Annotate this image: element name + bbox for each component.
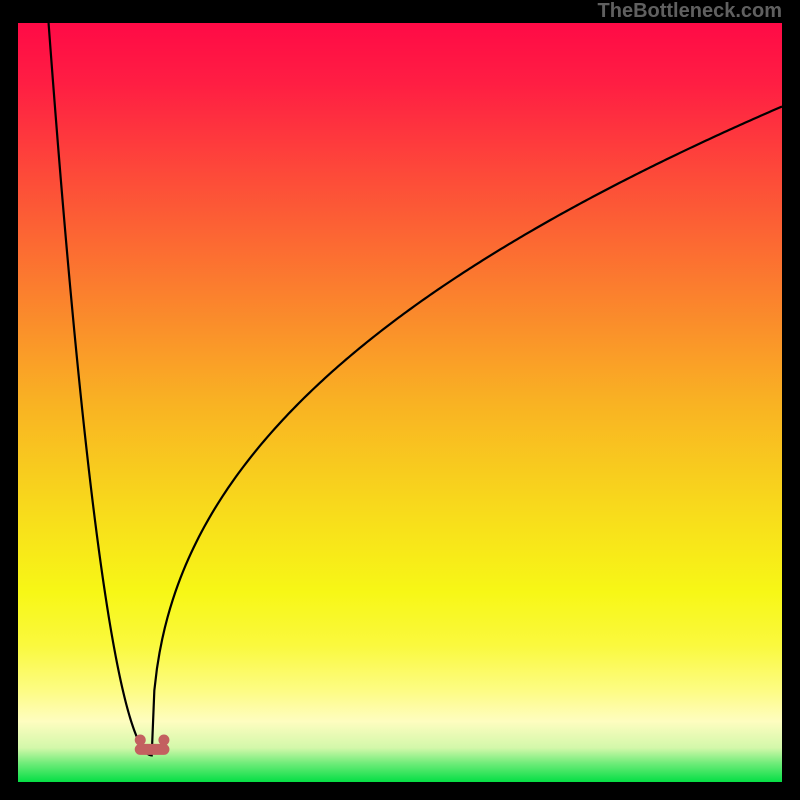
chart-container: TheBottleneck.com [0,0,800,800]
plot-area [18,23,782,782]
chart-svg [18,23,782,782]
attribution-text: TheBottleneck.com [598,0,782,23]
gradient-background [18,23,782,782]
